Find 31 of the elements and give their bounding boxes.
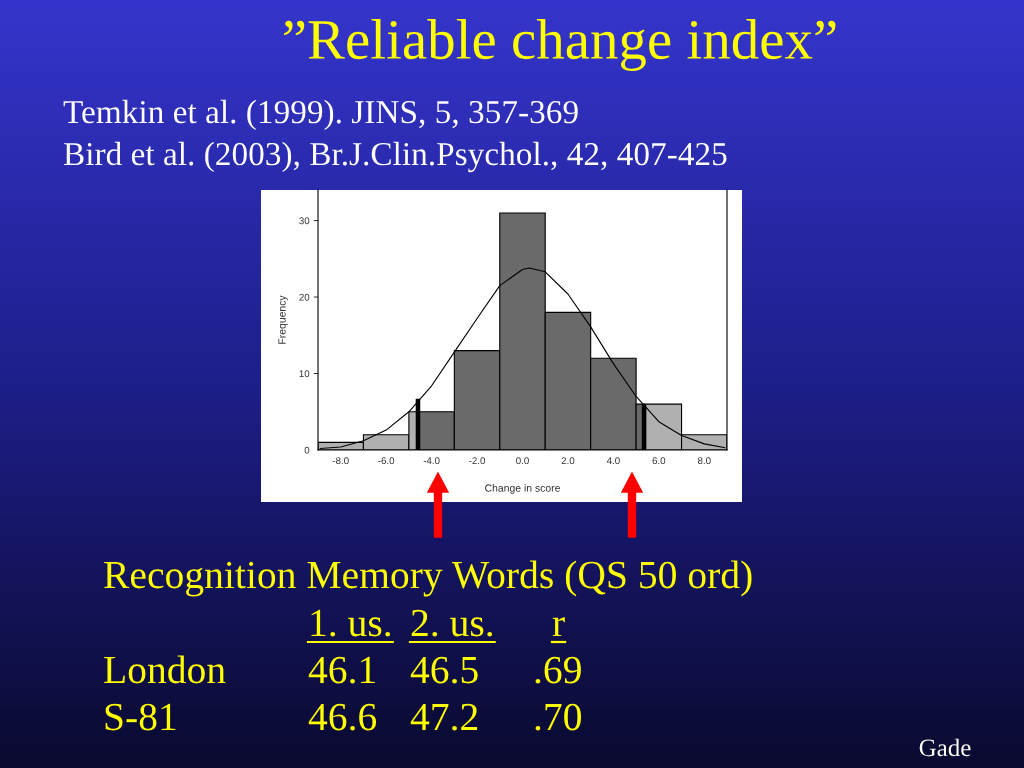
x-tick-label: -2.0 xyxy=(469,457,486,465)
y-tick-label: 10 xyxy=(299,370,310,378)
text: 1. us. xyxy=(311,609,391,637)
x-axis-title: Change in score xyxy=(485,484,560,494)
x-tick-label: 6.0 xyxy=(652,457,666,465)
x-tick-label: 8.0 xyxy=(697,457,711,465)
text: Bird et al. (2003), Br.J.Clin.Psychol., 42, 407-425 xyxy=(63,141,727,173)
x-tick-label: -8.0 xyxy=(332,457,349,465)
text: 46.6 xyxy=(308,703,377,731)
y-tick-label: 0 xyxy=(304,446,310,454)
x-tick-label: 2.0 xyxy=(561,457,575,465)
y-tick-label: 30 xyxy=(299,217,310,225)
text: 46.1 xyxy=(308,656,375,684)
x-tick-label: 0.0 xyxy=(516,457,529,465)
text: .70 xyxy=(535,703,581,731)
text: London xyxy=(104,655,226,684)
text: 2. us. xyxy=(411,609,493,637)
x-tick-label: 4.0 xyxy=(606,457,620,465)
text: Recognition Memory Words (QS 50 ord) xyxy=(104,560,752,597)
text: 47.2 xyxy=(410,703,478,731)
text: S-81 xyxy=(105,703,176,731)
x-tick-label: -6.0 xyxy=(378,457,395,465)
y-axis-title: Frequency xyxy=(278,295,288,344)
chart-title: ”Reliable change index” xyxy=(284,19,836,71)
text: .69 xyxy=(535,656,581,684)
text: Gade xyxy=(919,738,971,757)
y-tick-label: 20 xyxy=(299,293,310,301)
x-tick-label: -4.0 xyxy=(423,457,440,465)
text: 46.5 xyxy=(410,656,478,684)
text: r xyxy=(552,617,565,636)
text: Temkin et al. (1999). JINS, 5, 357-369 xyxy=(63,99,578,131)
